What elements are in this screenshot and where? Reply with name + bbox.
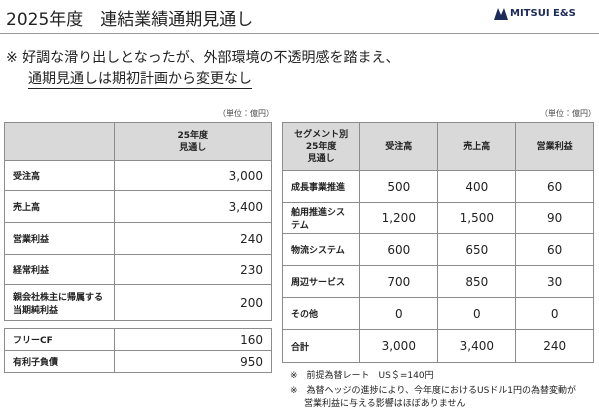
- logo-icon: [494, 8, 508, 20]
- label-cell: 成長事業推進: [281, 170, 361, 203]
- label-cell: 舶用推進システム: [281, 202, 361, 234]
- label-cell: 受注高: [4, 160, 115, 191]
- value-cell: 1,500: [437, 202, 517, 234]
- summary-line: ※ 好調な滑り出しとなったが、外部環境の不透明感を踏まえ、: [6, 50, 400, 66]
- divider: [0, 33, 599, 34]
- header-cell: 受注高: [359, 122, 439, 171]
- header-cell: [4, 122, 115, 161]
- value-cell: 500: [359, 170, 439, 203]
- value-cell: 3,400: [113, 190, 272, 223]
- row: その他 0 0 0: [281, 297, 594, 330]
- note: ※ 為替ヘッジの進捗により、今年度におけるUSドル1円の為替変動が: [290, 386, 577, 396]
- value-cell: 0: [515, 297, 594, 330]
- row: 成長事業推進 500 400 60: [281, 170, 594, 203]
- value-cell: 160: [114, 328, 272, 351]
- left-table: 25年度 見通し 受注高 3,000 売上高 3,400 営業利益 240 経常利益 230 親会…: [4, 122, 272, 321]
- label-cell: 合計: [281, 329, 361, 363]
- label-cell: 周辺サービス: [281, 265, 361, 298]
- row: 周辺サービス 700 850 30: [281, 265, 594, 298]
- row: 合計 3,000 3,400 240: [281, 329, 594, 363]
- note: ※ 前提為替レート US＄=140円: [290, 371, 434, 381]
- row: フリーCF 160: [3, 328, 272, 351]
- row: 受注高 3,000: [4, 160, 272, 191]
- left-table-extra: フリーCF 160 有利子負債 950: [3, 328, 272, 373]
- value-cell: 90: [515, 202, 594, 234]
- value-cell: 3,000: [359, 329, 439, 363]
- value-cell: 0: [437, 297, 517, 330]
- value-cell: 60: [515, 170, 594, 203]
- value-cell: 850: [437, 265, 517, 298]
- label-cell: 物流システム: [281, 233, 361, 266]
- row: 経常利益 230: [4, 254, 272, 285]
- value-cell: 1,200: [359, 202, 439, 234]
- value-cell: 650: [437, 233, 517, 266]
- right-table: セグメント別 25年度 見通し 受注高 売上高 営業利益 成長事業推進 500 400 60 舶…: [281, 122, 594, 363]
- value-cell: 0: [359, 297, 439, 330]
- value-cell: 3,400: [437, 329, 517, 363]
- label-cell: 経常利益: [4, 254, 115, 285]
- value-cell: 230: [113, 254, 272, 285]
- label-cell: フリーCF: [3, 328, 116, 351]
- row: 親会社株主に帰属する 当期純利益 200: [4, 284, 272, 321]
- header-row: 25年度 見通し: [4, 122, 272, 161]
- value-cell: 3,000: [113, 160, 272, 191]
- header-row: セグメント別 25年度 見通し 受注高 売上高 営業利益: [281, 122, 594, 171]
- title: 2025年度 連結業績通期見通し: [6, 10, 254, 30]
- value-cell: 400: [437, 170, 517, 203]
- label-cell: 親会社株主に帰属する 当期純利益: [4, 284, 115, 321]
- row: 売上高 3,400: [4, 190, 272, 223]
- label-cell: 有利子負債: [3, 350, 116, 373]
- row: 物流システム 600 650 60: [281, 233, 594, 266]
- header-cell: 25年度 見通し: [113, 122, 272, 161]
- header-cell: 営業利益: [515, 122, 594, 171]
- value-cell: 200: [113, 284, 272, 321]
- value-cell: 240: [515, 329, 594, 363]
- value-cell: 950: [114, 350, 272, 373]
- row: 有利子負債 950: [3, 350, 272, 373]
- label-cell: 売上高: [4, 190, 115, 223]
- summary-line: 通期見通しは期初計画から変更なし: [28, 68, 252, 89]
- value-cell: 700: [359, 265, 439, 298]
- header-cell: セグメント別 25年度 見通し: [281, 122, 361, 171]
- value-cell: 30: [515, 265, 594, 298]
- note: 営業利益に与える影響はほぼありません: [304, 399, 466, 409]
- value-cell: 600: [359, 233, 439, 266]
- logo: MITSUI E&S: [510, 8, 576, 19]
- unit-label: （単位：億円）: [540, 109, 596, 118]
- unit-label: （単位：億円）: [218, 109, 274, 118]
- value-cell: 240: [113, 222, 272, 255]
- row: 舶用推進システム 1,200 1,500 90: [281, 202, 594, 234]
- label-cell: 営業利益: [4, 222, 115, 255]
- header-cell: 売上高: [437, 122, 517, 171]
- row: 営業利益 240: [4, 222, 272, 255]
- label-cell: その他: [281, 297, 361, 330]
- value-cell: 60: [515, 233, 594, 266]
